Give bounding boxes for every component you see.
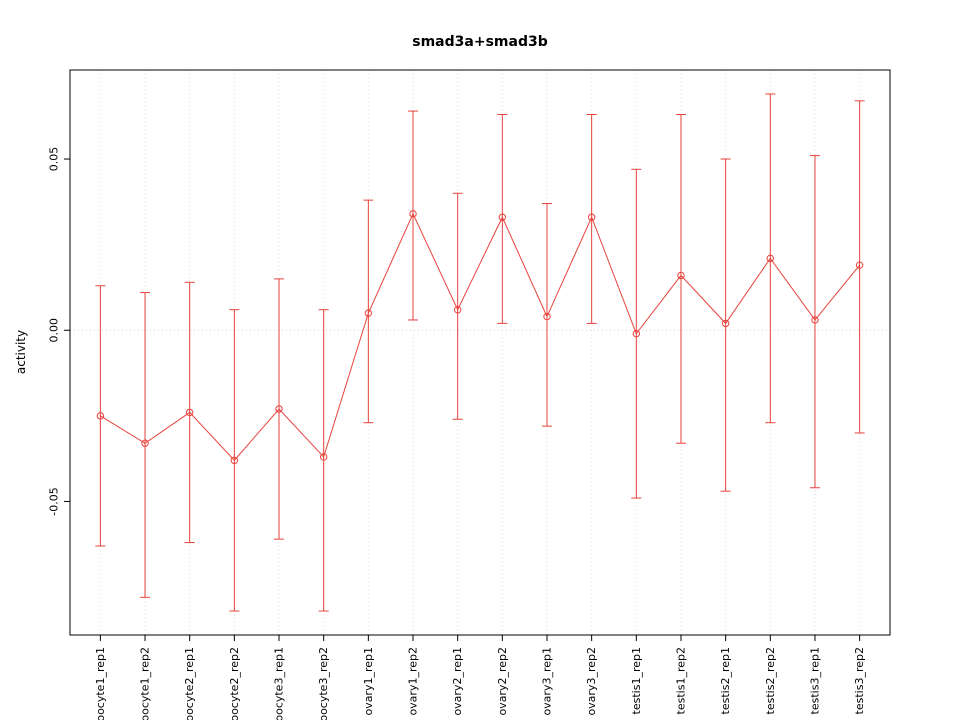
data-point [587,213,596,221]
data-point [498,213,507,221]
x-tick-label: oocyte3_rep1 [273,647,286,720]
x-tick-label: ovary2_rep2 [496,647,509,716]
x-tick-label: ovary3_rep1 [540,647,553,716]
x-tick-label: oocyte2_rep1 [183,647,196,720]
data-point [721,319,730,328]
data-point [855,261,864,269]
data-point [185,408,194,417]
x-tick-label: testis2_rep1 [719,647,732,714]
x-tick-label: ovary1_rep1 [362,647,375,716]
x-tick-label: ovary3_rep2 [585,647,598,716]
y-axis-label: activity [14,330,28,374]
x-tick-label: ovary1_rep2 [407,647,420,716]
data-point [275,405,283,413]
data-point [677,271,685,280]
data-point [364,309,373,317]
series-line [100,212,861,462]
plot-border [69,69,891,636]
data-point [141,439,149,447]
data-point [96,412,105,420]
data-point [453,305,462,314]
data-point [230,456,239,465]
y-tick-label: -0.05 [48,487,61,515]
axis-layer: 0.05 0.00 -0.05 oocyte1_rep1 oocyte1_rep2 ooc… [48,69,891,720]
data-point [409,210,417,218]
x-tick-label: testis3_rep1 [808,647,821,714]
x-tick-label: oocyte1_rep1 [94,647,107,720]
x-tick-label: testis1_rep1 [630,647,643,714]
data-point [632,329,641,338]
data-layer [95,93,865,612]
y-tick-label: 0.00 [48,318,61,343]
grid-layer [70,70,890,635]
x-tick-label: oocyte2_rep2 [228,647,241,720]
y-tick-label: 0.05 [48,147,61,172]
data-point [811,316,819,324]
data-point [543,312,551,321]
chart-title: smad3a+smad3b [412,34,547,50]
data-point [766,254,775,263]
x-tick-label: ovary2_rep1 [451,647,464,716]
x-tick-label: oocyte1_rep2 [139,647,152,720]
data-point [319,453,328,461]
x-tick-label: testis1_rep2 [674,647,687,714]
x-tick-label: testis3_rep2 [853,647,866,714]
x-tick-label: oocyte3_rep2 [317,647,330,720]
x-tick-label: testis2_rep2 [764,647,777,714]
